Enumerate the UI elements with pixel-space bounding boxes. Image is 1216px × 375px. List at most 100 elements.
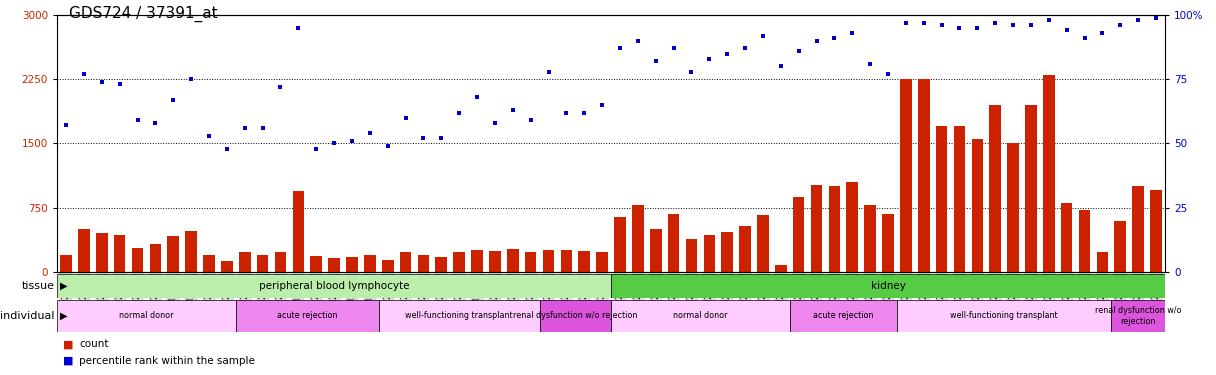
Point: [485, 120, 505, 126]
Bar: [57, 300, 236, 332]
Bar: [96, 233, 108, 272]
Point: [1128, 17, 1148, 23]
Bar: [507, 249, 518, 272]
Point: [1110, 22, 1130, 28]
Bar: [293, 190, 304, 272]
Text: percentile rank within the sample: percentile rank within the sample: [79, 356, 255, 366]
Point: [1147, 15, 1166, 21]
Bar: [579, 251, 590, 272]
Point: [931, 22, 951, 28]
Bar: [793, 197, 805, 272]
Bar: [561, 250, 573, 272]
Bar: [1150, 190, 1161, 272]
Bar: [596, 252, 608, 272]
Bar: [328, 258, 340, 272]
Text: acute rejection: acute rejection: [814, 311, 873, 320]
Point: [128, 117, 147, 123]
Point: [789, 48, 809, 54]
Text: renal dysfunction w/o
rejection: renal dysfunction w/o rejection: [1094, 306, 1182, 326]
Bar: [1111, 300, 1165, 332]
Point: [985, 20, 1004, 26]
Bar: [953, 126, 966, 272]
Point: [235, 125, 254, 131]
Bar: [668, 214, 680, 272]
Point: [824, 35, 844, 41]
Bar: [1079, 210, 1091, 272]
Point: [682, 69, 702, 75]
Bar: [811, 185, 822, 272]
Bar: [114, 235, 125, 272]
Bar: [721, 232, 733, 272]
Point: [56, 123, 75, 129]
Point: [342, 138, 361, 144]
Bar: [1114, 221, 1126, 272]
Point: [896, 20, 916, 26]
Bar: [347, 257, 358, 272]
Bar: [704, 235, 715, 272]
Point: [146, 120, 165, 126]
Point: [503, 107, 523, 113]
Bar: [1043, 75, 1054, 272]
Text: normal donor: normal donor: [674, 311, 727, 320]
Text: acute rejection: acute rejection: [277, 311, 338, 320]
Point: [450, 110, 469, 116]
Point: [878, 71, 897, 77]
Bar: [1060, 203, 1073, 272]
Bar: [236, 300, 378, 332]
Point: [467, 94, 486, 100]
Point: [736, 45, 755, 51]
Point: [218, 146, 237, 152]
Bar: [900, 79, 912, 272]
Bar: [614, 217, 626, 272]
Point: [360, 130, 379, 136]
Point: [164, 97, 184, 103]
Bar: [61, 255, 72, 272]
Point: [520, 117, 540, 123]
Bar: [1097, 252, 1108, 272]
Text: ■: ■: [63, 339, 74, 349]
Point: [181, 76, 201, 82]
Text: GDS724 / 37391_at: GDS724 / 37391_at: [69, 6, 218, 22]
Bar: [739, 226, 750, 272]
Point: [92, 79, 112, 85]
Text: count: count: [79, 339, 108, 349]
Bar: [489, 251, 501, 272]
Bar: [828, 186, 840, 272]
Point: [271, 84, 291, 90]
Bar: [686, 239, 697, 272]
Bar: [936, 126, 947, 272]
Point: [199, 133, 219, 139]
Bar: [400, 252, 411, 272]
Text: tissue: tissue: [22, 281, 55, 291]
Bar: [918, 79, 929, 272]
Point: [109, 81, 129, 87]
Bar: [168, 236, 179, 272]
Bar: [78, 229, 90, 272]
Bar: [203, 255, 215, 272]
Point: [1075, 35, 1094, 41]
Bar: [57, 274, 610, 298]
Bar: [185, 231, 197, 272]
Bar: [1007, 144, 1019, 272]
Point: [378, 143, 398, 149]
Point: [629, 38, 648, 44]
Point: [861, 61, 880, 67]
Text: kidney: kidney: [871, 281, 906, 291]
Point: [968, 25, 987, 31]
Text: normal donor: normal donor: [119, 311, 174, 320]
Bar: [150, 244, 162, 272]
Text: well-functioning transplant: well-functioning transplant: [405, 311, 513, 320]
Bar: [758, 214, 769, 272]
Point: [592, 102, 612, 108]
Bar: [454, 252, 465, 272]
Point: [1093, 30, 1113, 36]
Point: [306, 146, 326, 152]
Bar: [542, 250, 554, 272]
Point: [539, 69, 558, 75]
Bar: [221, 261, 232, 272]
Bar: [990, 105, 1001, 272]
Bar: [897, 300, 1111, 332]
Point: [253, 125, 272, 131]
Point: [1003, 22, 1023, 28]
Text: renal dysfunction w/o rejection: renal dysfunction w/o rejection: [513, 311, 637, 320]
